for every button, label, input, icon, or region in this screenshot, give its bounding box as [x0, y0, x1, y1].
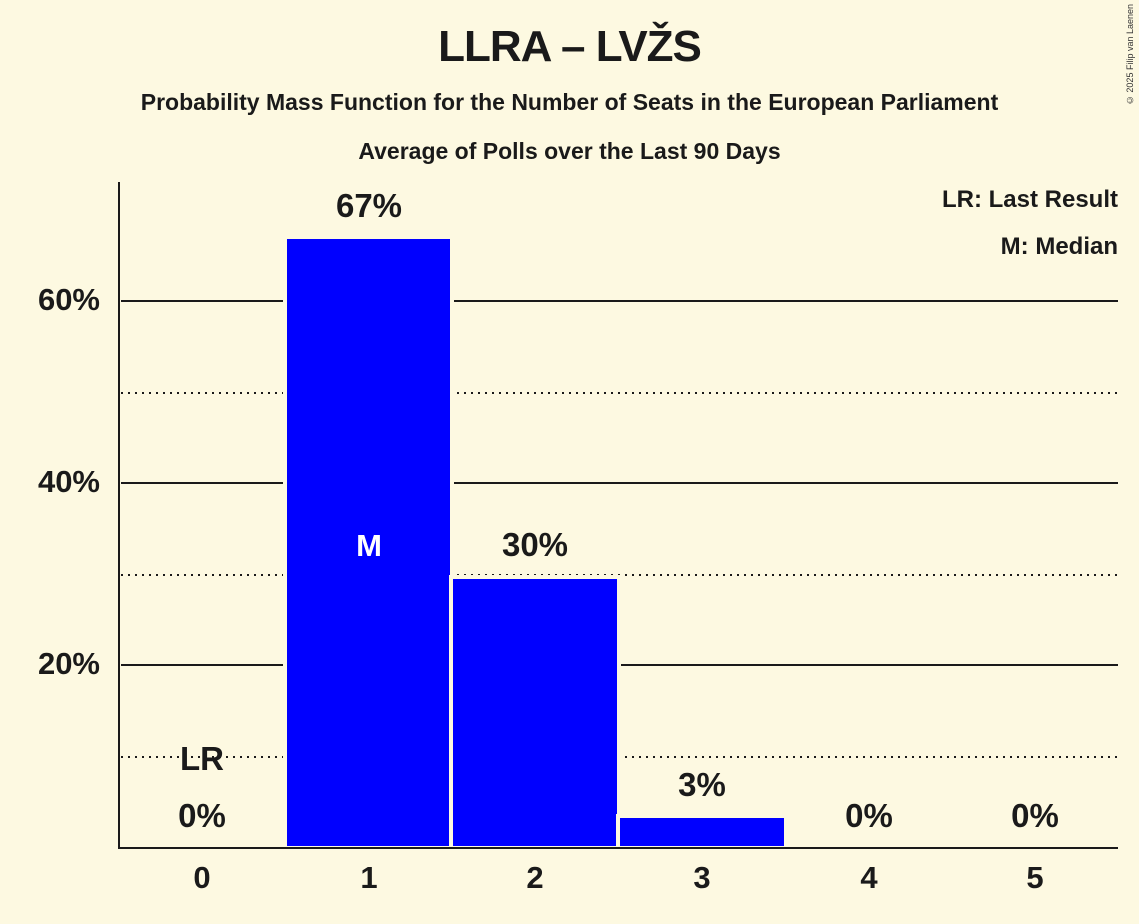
chart-subtitle-polls: Average of Polls over the Last 90 Days	[358, 138, 781, 164]
x-tick-4: 4	[860, 860, 878, 895]
y-tick-40: 40%	[37, 464, 100, 499]
x-tick-3: 3	[693, 860, 711, 895]
bar-label-1: 67%	[335, 187, 403, 224]
bar-2	[449, 575, 621, 850]
x-tick-5: 5	[1026, 860, 1044, 895]
x-tick-2: 2	[526, 860, 544, 895]
chart-title: LLRA – LVŽS	[438, 22, 702, 71]
last-result-marker: LR	[180, 740, 224, 777]
bars	[283, 235, 788, 850]
bar-label-5: 0%	[1011, 797, 1059, 834]
x-tick-0: 0	[193, 860, 211, 895]
bar-label-2: 30%	[501, 526, 569, 563]
y-tick-60: 60%	[37, 282, 100, 317]
x-tick-1: 1	[360, 860, 378, 895]
legend-median: M: Median	[1000, 233, 1118, 260]
bar-label-0: 0%	[178, 797, 226, 834]
bar-label-3: 3%	[678, 766, 726, 803]
y-tick-20: 20%	[37, 646, 100, 681]
bar-label-4: 0%	[845, 797, 893, 834]
bar-3	[616, 814, 788, 850]
legend-last-result: LR: Last Result	[941, 186, 1118, 213]
bar-1	[283, 235, 454, 850]
chart-subtitle: Probability Mass Function for the Number…	[140, 89, 999, 115]
median-marker: M	[356, 528, 382, 563]
